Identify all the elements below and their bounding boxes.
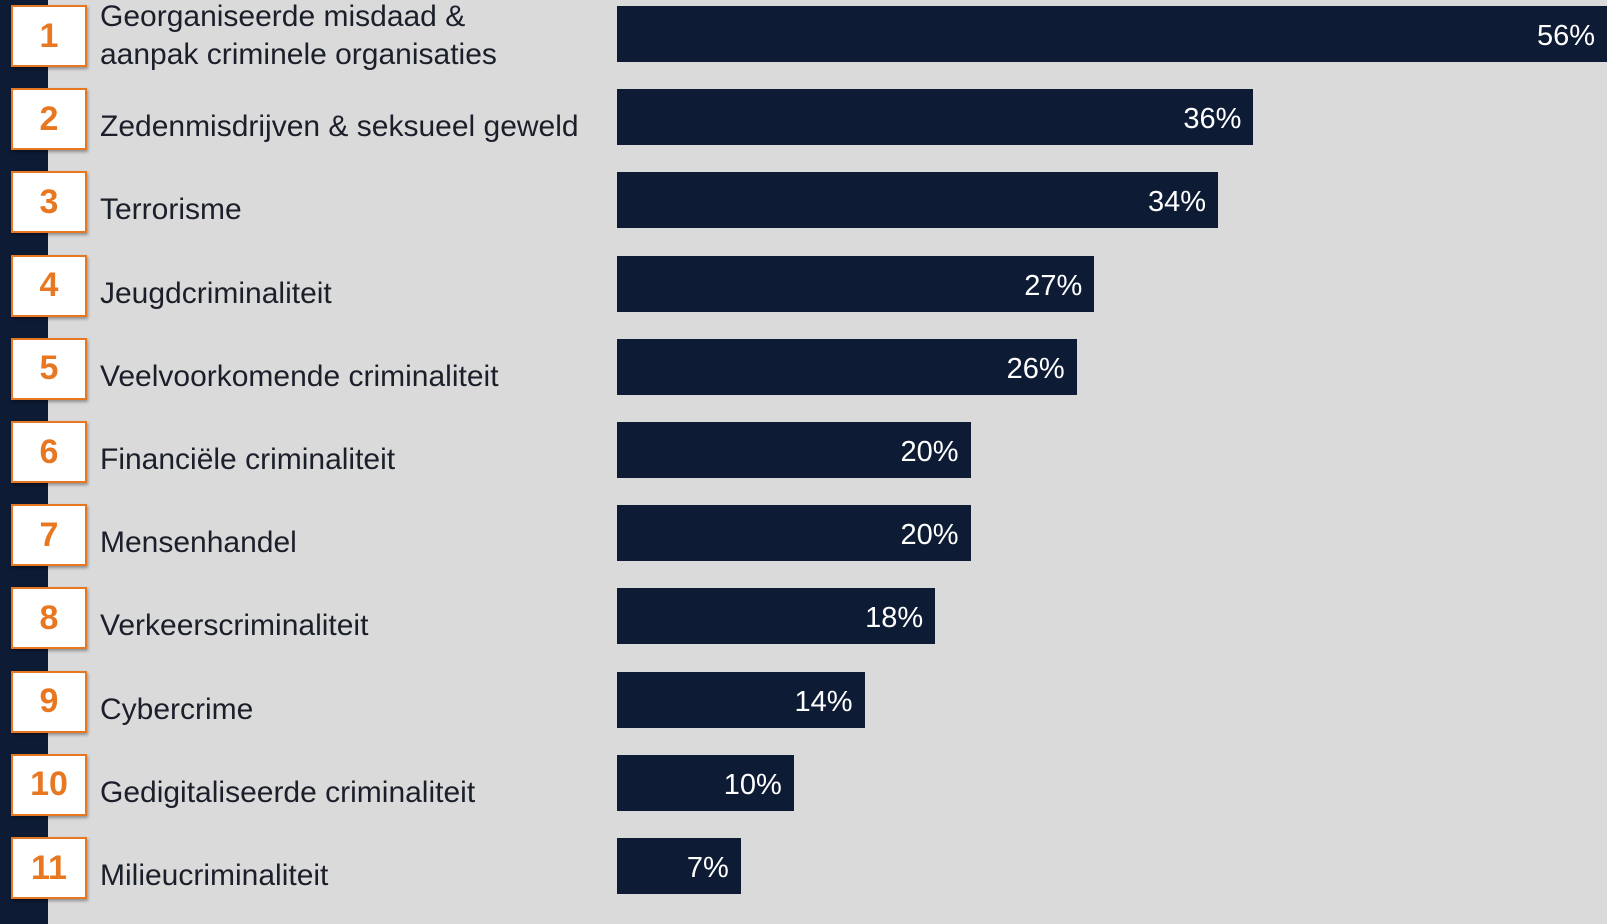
category-label: Milieucriminaliteit [100, 859, 329, 892]
rank-badge: 9 [11, 670, 87, 733]
bar [617, 338, 1077, 395]
rank-badge: 8 [11, 587, 87, 650]
bar-value-label: 27% [1024, 269, 1083, 302]
rank-badge: 6 [11, 421, 87, 483]
category-label: Gedigitaliseerde criminaliteit [100, 775, 476, 809]
bar [617, 89, 1254, 146]
bar-value-label: 20% [900, 436, 959, 468]
bar-value-label: 14% [794, 685, 853, 718]
category-label: Verkeerscriminaliteit [100, 609, 369, 643]
bar [617, 6, 1607, 62]
bar-value-label: 18% [865, 602, 924, 635]
bar [617, 255, 1095, 312]
bar-value-label: 10% [723, 768, 782, 801]
category-label: Georganiseerde misdaad & aanpak criminel… [100, 0, 497, 71]
category-label: Cybercrime [100, 692, 254, 726]
category-label: Mensenhandel [100, 526, 297, 560]
rank-badge: 3 [11, 171, 87, 234]
rank-badge: 5 [11, 337, 87, 400]
category-label: Veelvoorkomende criminaliteit [100, 359, 499, 393]
bar-value-label: 36% [1183, 103, 1242, 136]
rank-badge: 7 [11, 504, 87, 567]
rank-badge: 10 [11, 753, 87, 816]
bar [617, 754, 794, 811]
bar [617, 588, 936, 645]
bar-value-label: 7% [686, 852, 729, 884]
bar-value-label: 26% [1006, 352, 1065, 385]
bar-value-label: 34% [1148, 186, 1207, 219]
category-label: Jeugdcriminaliteit [100, 276, 332, 310]
category-label: Financiële criminaliteit [100, 443, 396, 476]
bar [617, 838, 741, 894]
bar-value-label: 20% [900, 519, 959, 552]
category-label: Terrorisme [100, 193, 242, 227]
rank-badge: 4 [11, 254, 87, 317]
rank-badge: 2 [11, 88, 87, 151]
category-label: Zedenmisdrijven & seksueel geweld [100, 110, 579, 144]
rank-badge: 11 [11, 837, 87, 899]
bar-value-label: 56% [1536, 20, 1595, 52]
bar [617, 505, 971, 562]
rank-badge: 1 [11, 5, 87, 67]
bar [617, 422, 971, 478]
bar [617, 671, 865, 728]
bar [617, 172, 1219, 229]
